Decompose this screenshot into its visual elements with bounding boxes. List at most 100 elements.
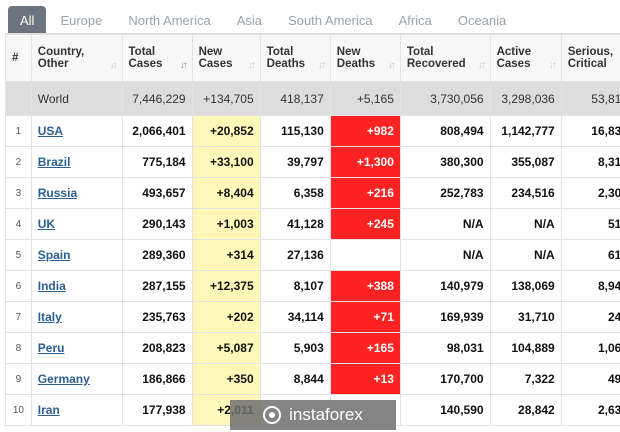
table-header-row: # Country, Other↓↑ Total Cases↓↑ New Cas…	[6, 35, 620, 82]
country-link[interactable]: Iran	[38, 403, 60, 417]
country-cell: World	[31, 82, 122, 116]
sort-icon: ↓↑	[248, 60, 254, 71]
total-deaths-cell: 115,130	[260, 116, 330, 147]
country-link[interactable]: Spain	[38, 248, 71, 262]
col-header-active-cases[interactable]: Active Cases↓↑	[490, 35, 561, 82]
new-cases-cell: +12,375	[192, 271, 260, 302]
total-cases-cell: 235,763	[122, 302, 192, 333]
country-cell: Germany	[31, 364, 122, 395]
country-cell: Russia	[31, 178, 122, 209]
sort-icon: ↓↑	[478, 60, 484, 71]
active-cases-cell: 7,322	[490, 364, 561, 395]
total-cases-cell: 186,866	[122, 364, 192, 395]
new-deaths-cell: +5,165	[330, 82, 400, 116]
tab-europe[interactable]: Europe	[48, 7, 114, 34]
country-cell: Peru	[31, 333, 122, 364]
country-link[interactable]: Italy	[38, 310, 62, 324]
total-cases-cell: 775,184	[122, 147, 192, 178]
col-header-rank[interactable]: #	[6, 35, 32, 82]
total-cases-cell: 208,823	[122, 333, 192, 364]
tab-oceania[interactable]: Oceania	[446, 7, 518, 34]
col-header-total-recovered[interactable]: Total Recovered↓↑	[400, 35, 490, 82]
new-cases-cell: +20,852	[192, 116, 260, 147]
new-deaths-cell: +71	[330, 302, 400, 333]
total-deaths-cell: 8,107	[260, 271, 330, 302]
tab-africa[interactable]: Africa	[387, 7, 444, 34]
country-link[interactable]: Brazil	[38, 155, 71, 169]
col-header-country[interactable]: Country, Other↓↑	[31, 35, 122, 82]
rank-cell: 5	[6, 240, 32, 271]
col-header-new-cases[interactable]: New Cases↓↑	[192, 35, 260, 82]
country-link[interactable]: Russia	[38, 186, 77, 200]
country-link[interactable]: Peru	[38, 341, 65, 355]
rank-cell: 8	[6, 333, 32, 364]
total-deaths-cell: 5,903	[260, 333, 330, 364]
col-header-total-deaths[interactable]: Total Deaths↓↑	[260, 35, 330, 82]
total-deaths-cell: 41,128	[260, 209, 330, 240]
sort-icon: ↓↑	[388, 60, 394, 71]
total-cases-cell: 289,360	[122, 240, 192, 271]
new-deaths-cell: +245	[330, 209, 400, 240]
active-cases-cell: N/A	[490, 240, 561, 271]
country-cell: Brazil	[31, 147, 122, 178]
tab-north-america[interactable]: North America	[116, 7, 222, 34]
active-cases-cell: 1,142,777	[490, 116, 561, 147]
new-deaths-cell: +982	[330, 116, 400, 147]
new-deaths-cell: +165	[330, 333, 400, 364]
rank-cell: 2	[6, 147, 32, 178]
col-header-serious[interactable]: Serious, Critical↓↑	[561, 35, 620, 82]
active-cases-cell: 104,889	[490, 333, 561, 364]
rank-cell: 3	[6, 178, 32, 209]
total-recovered-cell: 140,590	[400, 395, 490, 426]
new-deaths-cell: +388	[330, 271, 400, 302]
new-cases-cell: +202	[192, 302, 260, 333]
total-cases-cell: 177,938	[122, 395, 192, 426]
new-deaths-cell: +216	[330, 178, 400, 209]
total-recovered-cell: 808,494	[400, 116, 490, 147]
country-cell: USA	[31, 116, 122, 147]
serious-cell: 617	[561, 240, 620, 271]
new-cases-cell: +8,404	[192, 178, 260, 209]
rank-cell: 10	[6, 395, 32, 426]
col-header-total-cases[interactable]: Total Cases↓↑	[122, 35, 192, 82]
country-cell: Italy	[31, 302, 122, 333]
instaforex-logo-icon	[263, 406, 281, 424]
total-recovered-cell: 170,700	[400, 364, 490, 395]
total-recovered-cell: 169,939	[400, 302, 490, 333]
total-cases-cell: 290,143	[122, 209, 192, 240]
serious-cell: 2,639	[561, 395, 620, 426]
tab-asia[interactable]: Asia	[225, 7, 274, 34]
total-recovered-cell: 3,730,056	[400, 82, 490, 116]
col-header-new-deaths[interactable]: New Deaths↓↑	[330, 35, 400, 82]
country-link[interactable]: Germany	[38, 372, 90, 386]
country-link[interactable]: UK	[38, 217, 55, 231]
total-deaths-cell: 27,136	[260, 240, 330, 271]
serious-cell: 516	[561, 209, 620, 240]
instaforex-watermark: instaforex	[230, 400, 396, 430]
sort-icon: ↓↑	[318, 60, 324, 71]
total-recovered-cell: 252,783	[400, 178, 490, 209]
sort-icon: ↓↑	[180, 60, 186, 71]
tab-all[interactable]: All	[8, 6, 46, 35]
active-cases-cell: 355,087	[490, 147, 561, 178]
total-recovered-cell: 380,300	[400, 147, 490, 178]
total-deaths-cell: 34,114	[260, 302, 330, 333]
country-link[interactable]: USA	[38, 124, 63, 138]
country-cell: Spain	[31, 240, 122, 271]
active-cases-cell: N/A	[490, 209, 561, 240]
serious-cell: 1,065	[561, 333, 620, 364]
new-cases-cell: +33,100	[192, 147, 260, 178]
serious-cell: 2,300	[561, 178, 620, 209]
new-deaths-cell	[330, 240, 400, 271]
tab-south-america[interactable]: South America	[276, 7, 385, 34]
country-link[interactable]: India	[38, 279, 66, 293]
new-cases-cell: +5,087	[192, 333, 260, 364]
total-recovered-cell: 140,979	[400, 271, 490, 302]
total-recovered-cell: N/A	[400, 209, 490, 240]
